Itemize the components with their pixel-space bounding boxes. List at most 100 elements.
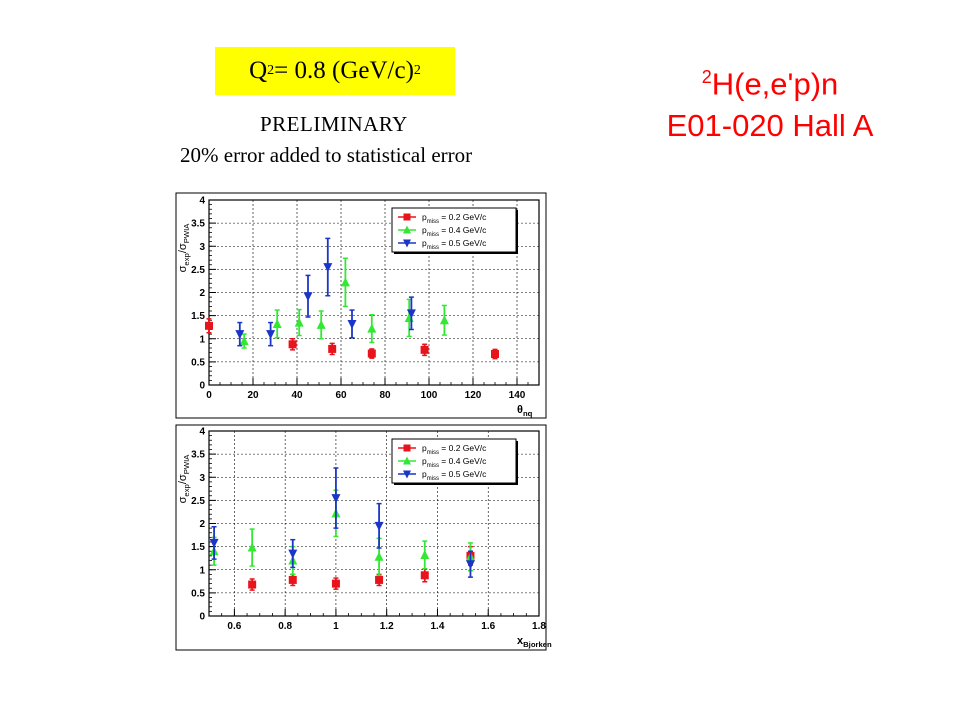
legend-marker <box>403 225 411 234</box>
series-3 <box>209 467 475 578</box>
y-tick-label: 2.5 <box>191 496 205 507</box>
reaction-formula-line: 2H(e,e'p)n <box>620 56 920 105</box>
y-tick-label: 3.5 <box>191 219 205 230</box>
data-point <box>288 575 297 584</box>
legend-marker <box>403 456 411 465</box>
data-point <box>406 309 416 319</box>
legend-marker <box>403 239 411 248</box>
x-tick-label: 40 <box>291 390 303 401</box>
experiment-label: E01-020 Hall A <box>666 108 874 144</box>
data-point <box>374 551 384 561</box>
legend-label: pmiss = 0.5 GeV/c <box>422 469 487 482</box>
q2-value: = 0.8 (GeV/c) <box>274 57 414 84</box>
data-point <box>239 336 249 346</box>
data-point <box>247 542 257 552</box>
x-tick-label: 1 <box>333 621 339 632</box>
x-tick-label: 140 <box>509 390 526 401</box>
data-point <box>347 319 357 329</box>
data-point <box>420 549 430 559</box>
series-1 <box>205 318 499 360</box>
data-point <box>209 538 219 548</box>
chart-panel-top: 0 20 40 60 80 100 120 140 0 0.5 1 1.5 2 2.5 3 3.5 4 θnq σe… <box>175 192 547 419</box>
data-point <box>235 330 245 340</box>
data-point <box>294 317 304 327</box>
chart-panel-bottom: 0.6 0.8 1 1.2 1.4 1.6 1.8 0 0.5 1 1.5 2 2.5 3 3.5 4 xBjo… <box>175 424 552 651</box>
data-point <box>375 575 384 584</box>
x-tick-label: 1.2 <box>380 621 394 632</box>
x-tick-label: 60 <box>335 390 347 401</box>
legend-marker <box>403 444 411 452</box>
y-tick-label: 1.5 <box>191 542 205 553</box>
x-tick-label: 0 <box>206 390 212 401</box>
y-tick-label: 1 <box>199 565 205 576</box>
data-point <box>288 340 297 349</box>
data-point <box>367 323 377 333</box>
x-axis-label: θnq <box>517 404 533 418</box>
legend-label: pmiss = 0.2 GeV/c <box>422 212 487 225</box>
x-tick-label: 120 <box>465 390 482 401</box>
y-tick-label: 4 <box>199 196 205 207</box>
data-point <box>303 292 313 302</box>
data-point <box>288 549 298 559</box>
y-tick-label: 2 <box>199 288 205 299</box>
data-point <box>328 344 337 353</box>
error-note: 20% error added to statistical error <box>180 143 473 167</box>
y-tick-label: 2 <box>199 519 205 530</box>
series-3 <box>235 237 416 347</box>
y-axis-label: σexp/σPWIA <box>177 454 191 504</box>
data-point <box>316 319 326 329</box>
reaction-title: 2H(e,e'p)n E01-020 Hall A <box>620 56 920 147</box>
x-tick-label: 100 <box>421 390 438 401</box>
q2-unit-exponent: 2 <box>413 63 421 78</box>
q2-label: Q <box>249 57 268 84</box>
x-axis-label: xBjorken <box>517 635 552 649</box>
data-point <box>465 560 475 570</box>
y-tick-label: 4 <box>199 427 205 438</box>
legend-marker <box>403 470 411 479</box>
y-tick-label: 2.5 <box>191 265 205 276</box>
x-tick-label: 80 <box>379 390 391 401</box>
data-point <box>340 277 350 287</box>
legend-label: pmiss = 0.4 GeV/c <box>422 225 487 238</box>
data-point <box>266 330 276 340</box>
y-tick-label: 0.5 <box>191 357 205 368</box>
y-tick-label: 3.5 <box>191 450 205 461</box>
y-tick-label: 1.5 <box>191 311 205 322</box>
legend-label: pmiss = 0.2 GeV/c <box>422 443 487 456</box>
y-tick-label: 0.5 <box>191 588 205 599</box>
data-point <box>367 349 376 358</box>
data-point <box>491 350 499 359</box>
data-point <box>374 521 384 531</box>
y-tick-label: 0 <box>199 612 205 623</box>
x-tick-label: 1.4 <box>431 621 445 632</box>
x-tick-label: 20 <box>247 390 259 401</box>
y-tick-label: 3 <box>199 473 205 484</box>
data-point <box>331 494 341 504</box>
q2-exponent: 2 <box>267 63 275 78</box>
legend-label: pmiss = 0.4 GeV/c <box>422 456 487 469</box>
data-point <box>420 571 429 580</box>
y-tick-label: 0 <box>199 381 205 392</box>
x-tick-label: 0.6 <box>227 621 241 632</box>
x-tick-label: 1.8 <box>532 621 546 632</box>
data-point <box>248 580 257 589</box>
legend-marker <box>403 213 411 221</box>
reaction-formula: H(e,e'p)n <box>711 66 839 102</box>
data-point <box>331 579 340 588</box>
x-tick-label: 0.8 <box>278 621 292 632</box>
x-tick-label: 1.6 <box>481 621 495 632</box>
legend-label: pmiss = 0.5 GeV/c <box>422 238 487 251</box>
y-axis-label: σexp/σPWIA <box>177 223 191 273</box>
y-tick-label: 3 <box>199 242 205 253</box>
y-tick-label: 1 <box>199 334 205 345</box>
reaction-superscript: 2 <box>701 67 712 87</box>
preliminary-label: PRELIMINARY <box>260 112 408 136</box>
data-point <box>323 263 333 273</box>
data-point <box>205 321 213 330</box>
data-point <box>272 318 282 328</box>
data-point <box>420 345 429 354</box>
